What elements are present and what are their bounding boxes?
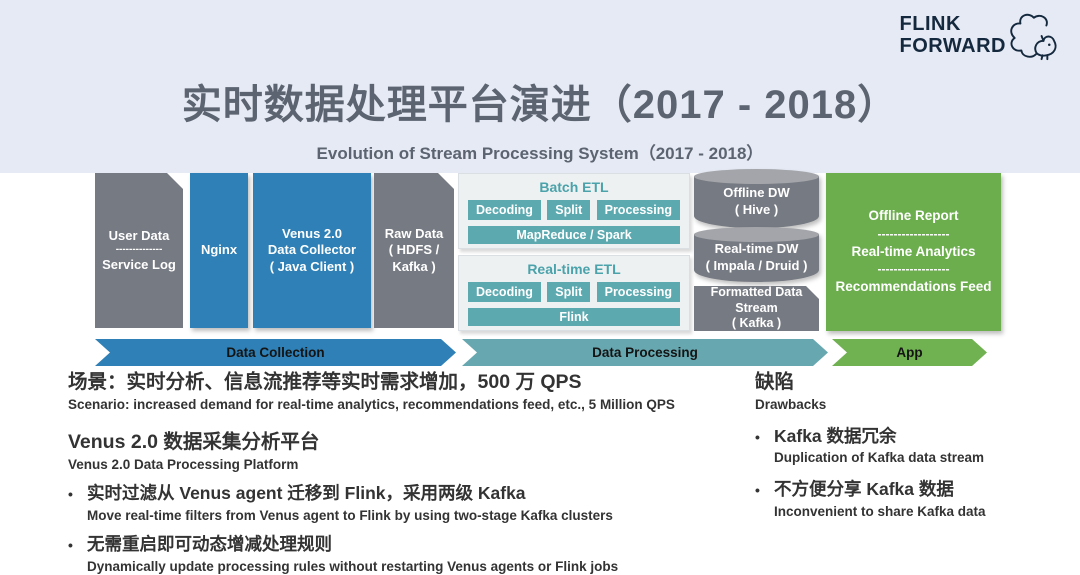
node-line: User Data: [108, 228, 170, 243]
node-line: Data Collector: [267, 242, 357, 258]
page-subtitle: Evolution of Stream Processing System（20…: [316, 144, 764, 163]
store-line: Real-time DW: [714, 241, 799, 257]
stage-arrow-app: App: [832, 339, 987, 366]
logo-line-2: FORWARD: [899, 34, 1006, 57]
node-venus-collector: Venus 2.0 Data Collector ( Java Client ): [253, 173, 371, 328]
bullet-text-zh: Kafka 数据冗余: [774, 425, 897, 446]
spacer: [68, 414, 746, 431]
panel-batch-etl: Batch ETL Decoding Split Processing MapR…: [458, 173, 690, 249]
bullet-icon: •: [755, 428, 760, 445]
drawback-bullet-1: • Kafka 数据冗余 Duplication of Kafka data s…: [755, 426, 1075, 467]
store-line: ( Hive ): [734, 202, 779, 217]
bullet-text-zh: 不方便分享 Kafka 数据: [774, 478, 954, 499]
node-line: ( HDFS /: [388, 242, 440, 258]
platform-heading-en: Venus 2.0 Data Processing Platform: [68, 456, 299, 472]
platform-bullet-2: • 无需重启即可动态增减处理规则 Dynamically update proc…: [68, 534, 746, 575]
bullet-text-en: Dynamically update processing rules with…: [87, 559, 619, 575]
stage-arrow-data-processing: Data Processing: [462, 339, 828, 366]
store-line: ( Kafka ): [731, 316, 782, 331]
node-line: Nginx: [200, 242, 238, 258]
app-line: Offline Report: [868, 207, 959, 223]
store-line: Offline DW: [723, 185, 790, 201]
node-line: Service Log: [102, 256, 176, 272]
etl-step-chip: Split: [547, 282, 591, 302]
etl-steps-row: Decoding Split Processing: [468, 200, 680, 220]
node-user-data: User Data -------------- Service Log: [95, 173, 183, 328]
drawbacks-heading-en: Drawbacks: [755, 397, 827, 413]
store-line: Stream: [735, 300, 778, 315]
platform-heading-zh: Venus 2.0 数据采集分析平台: [68, 430, 320, 453]
bullet-icon: •: [68, 486, 73, 503]
app-line: Recommendations Feed: [835, 279, 992, 295]
store-formatted-stream: Formatted Data Stream ( Kafka ): [694, 286, 819, 331]
bullet-body: Kafka 数据冗余 Duplication of Kafka data str…: [774, 426, 984, 467]
flink-forward-logo: FLINK FORWARD: [899, 13, 1060, 62]
node-line: Venus 2.0: [282, 226, 342, 242]
bullet-body: 实时过滤从 Venus agent 迁移到 Flink，采用两级 Kafka M…: [87, 483, 613, 524]
bullet-body: 不方便分享 Kafka 数据 Inconvenient to share Kaf…: [774, 479, 986, 520]
etl-step-chip: Split: [547, 200, 591, 220]
node-line: ( Java Client ): [269, 258, 355, 274]
page-title: 实时数据处理平台演进（2017 - 2018）: [181, 83, 899, 127]
header: 实时数据处理平台演进（2017 - 2018） Evolution of Str…: [0, 0, 1080, 173]
bullet-text-zh: 无需重启即可动态增减处理规则: [87, 534, 332, 555]
notes-left-column: 场景：实时分析、信息流推荐等实时需求增加，500 万 QPS Scenario:…: [68, 371, 746, 575]
stage-arrow-data-collection: Data Collection: [95, 339, 456, 366]
scenario-heading-en: Scenario: increased demand for real-time…: [68, 397, 675, 413]
panel-title: Real-time ETL: [527, 261, 621, 277]
etl-steps-row: Decoding Split Processing: [468, 282, 680, 302]
bullet-icon: •: [68, 537, 73, 554]
node-nginx: Nginx: [190, 173, 248, 328]
node-raw-data: Raw Data ( HDFS / Kafka ): [374, 173, 454, 328]
squirrel-icon: [1010, 13, 1057, 61]
bullet-body: 无需重启即可动态增减处理规则 Dynamically update proces…: [87, 534, 618, 575]
bullet-text-zh: 实时过滤从 Venus agent 迁移到 Flink，采用两级 Kafka: [87, 483, 526, 504]
node-apps: Offline Report ------------------ Real-t…: [826, 173, 1001, 331]
stage-label: Data Collection: [226, 345, 325, 360]
scenario-heading-zh: 场景：实时分析、信息流推荐等实时需求增加，500 万 QPS: [68, 371, 582, 393]
node-line: Raw Data: [384, 226, 444, 242]
store-line: Formatted Data: [710, 285, 803, 300]
dashed-divider: ------------------: [877, 226, 950, 241]
drawbacks-heading-zh: 缺陷: [755, 371, 795, 393]
dashed-divider: ------------------: [877, 262, 950, 277]
bullet-text-en: Move real-time filters from Venus agent …: [87, 508, 613, 524]
panel-realtime-etl: Real-time ETL Decoding Split Processing …: [458, 255, 690, 331]
store-line: ( Impala / Druid ): [705, 258, 808, 273]
platform-bullet-1: • 实时过滤从 Venus agent 迁移到 Flink，采用两级 Kafka…: [68, 483, 746, 524]
notes-right-column: 缺陷 Drawbacks • Kafka 数据冗余 Duplication of…: [755, 371, 1075, 520]
etl-step-chip: Decoding: [468, 282, 541, 302]
etl-engine-chip: MapReduce / Spark: [468, 226, 680, 244]
dashed-divider: --------------: [115, 244, 163, 256]
logo-text: FLINK FORWARD: [899, 13, 1006, 57]
logo-line-1: FLINK: [899, 13, 961, 35]
bullet-text-en: Duplication of Kafka data stream: [774, 450, 985, 466]
app-line: Real-time Analytics: [851, 243, 976, 259]
drawback-bullet-2: • 不方便分享 Kafka 数据 Inconvenient to share K…: [755, 479, 1075, 520]
etl-step-chip: Decoding: [468, 200, 541, 220]
stage-label: Data Processing: [592, 345, 698, 360]
store-realtime-dw: Real-time DW ( Impala / Druid ): [694, 227, 819, 282]
stage-label: App: [896, 345, 923, 360]
etl-step-chip: Processing: [596, 200, 680, 220]
bullet-icon: •: [755, 481, 760, 498]
etl-engine-chip: Flink: [468, 308, 680, 326]
panel-title: Batch ETL: [539, 179, 609, 195]
etl-step-chip: Processing: [596, 282, 680, 302]
bullet-text-en: Inconvenient to share Kafka data: [774, 503, 986, 519]
store-offline-dw: Offline DW ( Hive ): [694, 169, 819, 228]
node-line: Kafka ): [392, 258, 436, 274]
